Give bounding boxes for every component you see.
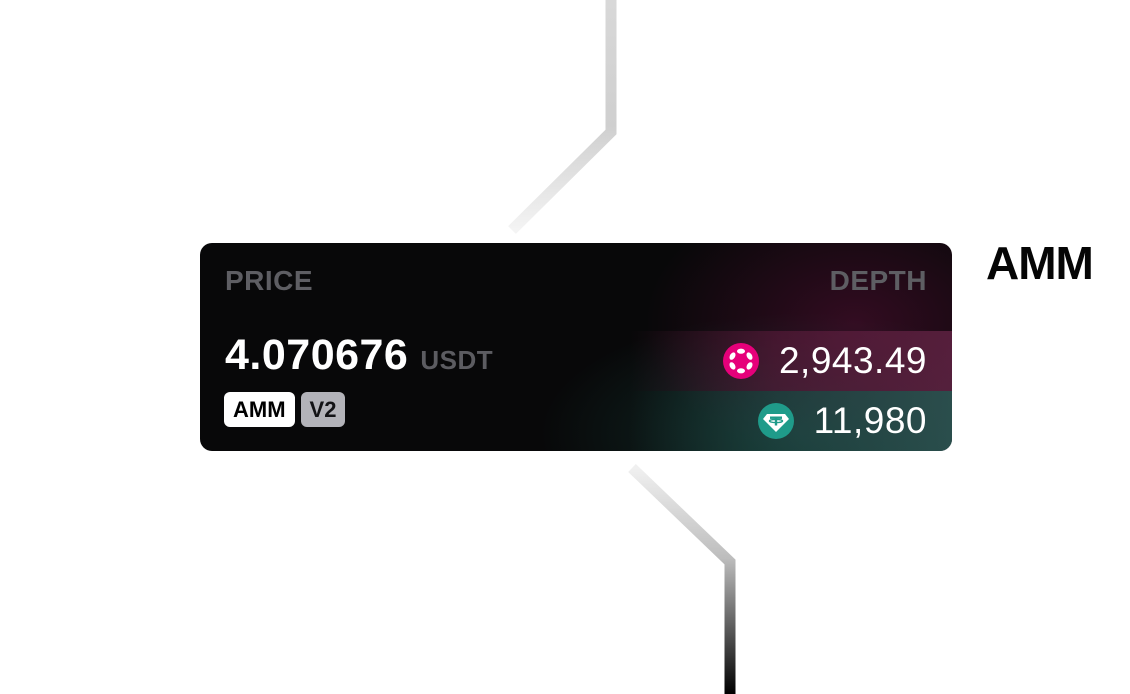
- depth-value-dot: 2,943.49: [778, 340, 927, 381]
- depth-item-dot: 2,943.49: [722, 331, 927, 391]
- price-value: 4.070676: [225, 331, 409, 379]
- connector-bottom: [628, 464, 736, 694]
- price-row: 4.070676 USDT: [225, 331, 493, 380]
- connector-top: [508, 0, 617, 234]
- version-badge: V2: [300, 392, 346, 427]
- amm-badge: AMM: [224, 392, 295, 427]
- pool-price-card: PRICE DEPTH 4.070676 USDT AMM V2 2,943.4…: [200, 243, 952, 451]
- depth-value-usdt: 11,980: [813, 400, 927, 441]
- depth-label: DEPTH: [829, 265, 927, 296]
- depth-item-usdt: 11,980: [757, 391, 927, 451]
- pool-badges: AMM V2: [224, 392, 346, 427]
- amm-title: AMM: [986, 237, 1094, 289]
- price-unit: USDT: [420, 345, 494, 375]
- depth-row-highlight-dot: [630, 331, 952, 391]
- tether-icon: [757, 403, 794, 439]
- price-label: PRICE: [225, 265, 314, 296]
- polkadot-icon: [722, 343, 759, 379]
